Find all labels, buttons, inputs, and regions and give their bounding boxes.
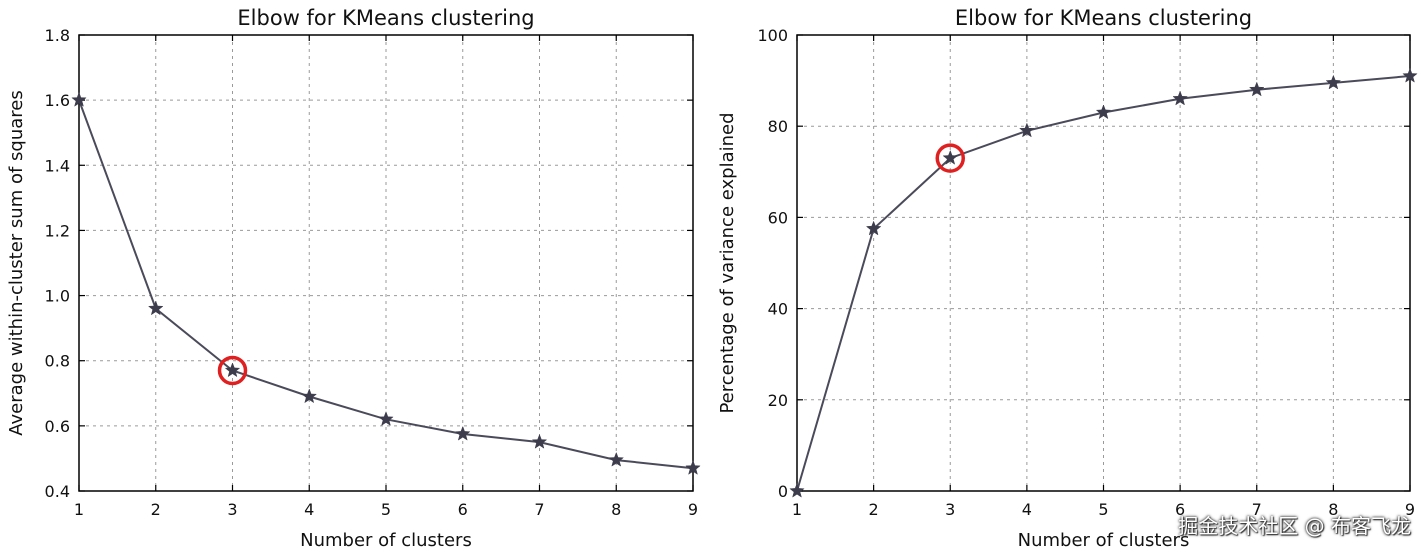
x-tick-label: 8 [611,500,621,519]
x-tick-label: 1 [74,500,84,519]
plot-frame [796,34,1411,492]
x-tick-label: 4 [1022,500,1032,519]
x-tick-label: 2 [151,500,161,519]
x-tick-label: 8 [1328,500,1338,519]
y-tick-label: 40 [768,300,788,319]
x-axis-label: Number of clusters [300,530,472,551]
x-tick-label: 6 [458,500,468,519]
x-tick-label: 3 [945,500,955,519]
x-tick-label: 1 [792,500,802,519]
data-point-marker [531,433,548,449]
x-tick-label: 6 [1175,500,1185,519]
x-tick-label: 5 [381,500,391,519]
y-tick-label: 60 [768,208,788,227]
y-tick-label: 1.2 [45,221,70,240]
elbow-highlight-circle [217,355,248,386]
y-tick-label: 0.4 [45,482,70,501]
x-tick-label: 9 [688,500,698,519]
data-point-marker [301,388,318,404]
plot-frame [78,34,694,492]
y-tick-label: 1.0 [45,287,70,306]
data-point-marker [789,482,805,498]
x-axis-label: Number of clusters [1018,530,1190,551]
watermark-text: 掘金技术社区 @ 布客飞龙 [1178,514,1411,538]
x-tick-label: 2 [869,500,879,519]
x-tick-label: 7 [534,500,544,519]
data-point-marker [71,91,87,107]
x-tick-label: 5 [1098,500,1108,519]
y-axis-label: Percentage of variance explained [717,112,738,413]
x-tick-label: 9 [1405,500,1415,519]
y-tick-label: 0.6 [45,417,70,436]
y-tick-label: 1.4 [45,156,70,175]
x-tick-label: 3 [227,500,237,519]
data-point-marker [608,451,625,467]
data-point-marker [378,411,394,426]
y-tick-label: 1.6 [45,91,70,110]
y-tick-label: 0 [778,482,788,501]
data-point-marker [1248,81,1265,97]
x-tick-label: 7 [1252,500,1262,519]
data-point-marker [865,220,882,236]
y-tick-label: 100 [757,26,788,45]
data-point-marker [454,425,471,441]
y-tick-label: 0.8 [45,352,70,371]
data-point-marker [1172,90,1188,106]
y-axis-label: Average within-cluster sum of squares [6,90,27,435]
chart-title: Elbow for KMeans clustering [237,6,534,30]
x-tick-label: 4 [304,500,314,519]
data-point-marker [1095,104,1112,120]
elbow-highlight-circle [935,143,965,173]
chart-title: Elbow for KMeans clustering [955,6,1252,30]
data-point-marker [942,149,959,165]
data-point-marker [1325,74,1342,90]
data-point-marker [147,300,164,316]
data-point-marker [224,362,241,378]
data-point-marker [1402,67,1418,83]
chart-right: 1 2 3 4 5 6 7 8 9 0 20 40 60 80 100 Elbow for KMeans cl… [717,6,1418,551]
chart-left: 1 2 3 4 5 6 7 8 9 0.4 0.6 0.8 1.0 1.2 1.4 1.6 1.8 Elbow f… [6,6,701,551]
y-tick-label: 20 [768,391,788,410]
y-tick-label: 80 [768,117,788,136]
y-tick-label: 1.8 [45,26,70,45]
data-point-marker [1019,122,1035,138]
data-point-marker [685,460,701,475]
